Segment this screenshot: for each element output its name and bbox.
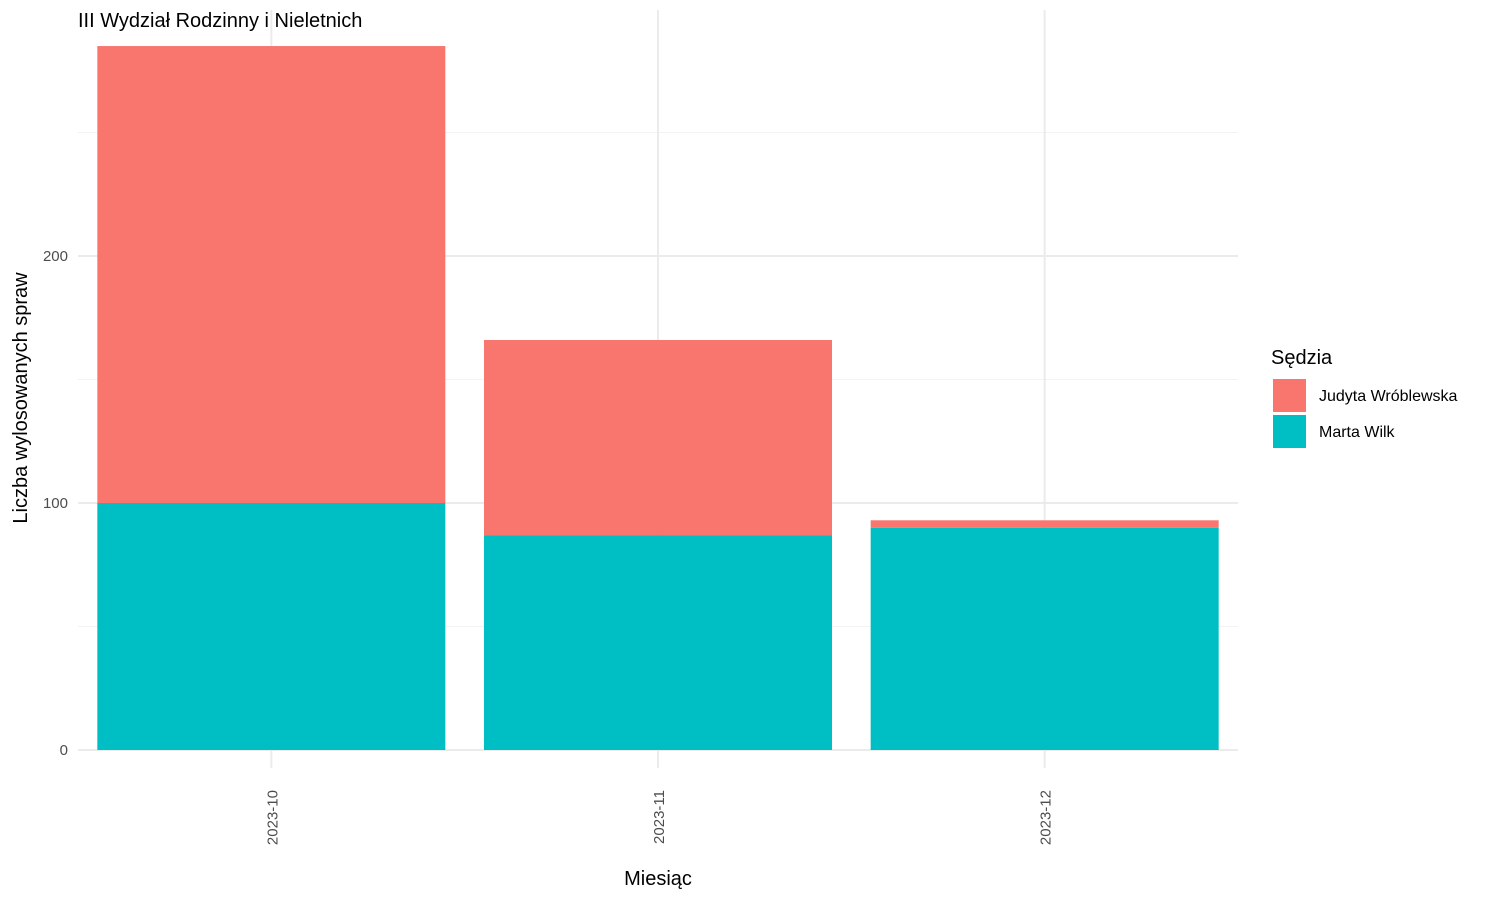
legend-items: Judyta Wróblewska Marta Wilk [1273, 379, 1458, 448]
bar-2023-12-marta-wilk [870, 527, 1219, 750]
legend-key [1273, 379, 1306, 412]
legend-title: Sędzia [1271, 347, 1333, 369]
chart-title: III Wydział Rodzinny i Nieletnich [78, 10, 362, 32]
bar-2023-11-marta-wilk [484, 535, 832, 750]
x-axis-title: Miesiąc [624, 868, 692, 890]
x-tick-label: 2023-11 [651, 790, 668, 844]
bar-2023-11-judyta-wróblewska [484, 339, 832, 536]
bar-2023-10-judyta-wróblewska [97, 46, 446, 504]
y-tick-label: 200 [43, 248, 68, 265]
y-axis-title: Liczba wylosowanych spraw [10, 272, 32, 524]
y-tick-label: 0 [60, 742, 68, 759]
legend: Sędzia Judyta Wróblewska Marta Wilk [1271, 347, 1458, 448]
legend-label: Marta Wilk [1319, 424, 1396, 441]
bars [97, 46, 1219, 750]
legend-label: Judyta Wróblewska [1319, 388, 1458, 405]
x-tick-label: 2023-12 [1038, 790, 1055, 845]
bar-2023-10-marta-wilk [97, 503, 446, 750]
legend-key [1273, 415, 1306, 448]
bar-2023-12-judyta-wróblewska [870, 520, 1219, 528]
y-tick-label: 100 [43, 495, 68, 512]
y-axis-ticks: 0 100 200 [43, 248, 68, 759]
x-axis-ticks: 2023-10 2023-11 2023-12 [264, 790, 1054, 845]
x-tick-label: 2023-10 [264, 790, 281, 845]
